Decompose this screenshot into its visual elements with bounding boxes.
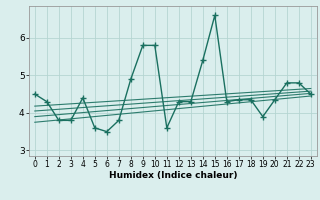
X-axis label: Humidex (Indice chaleur): Humidex (Indice chaleur) xyxy=(108,171,237,180)
